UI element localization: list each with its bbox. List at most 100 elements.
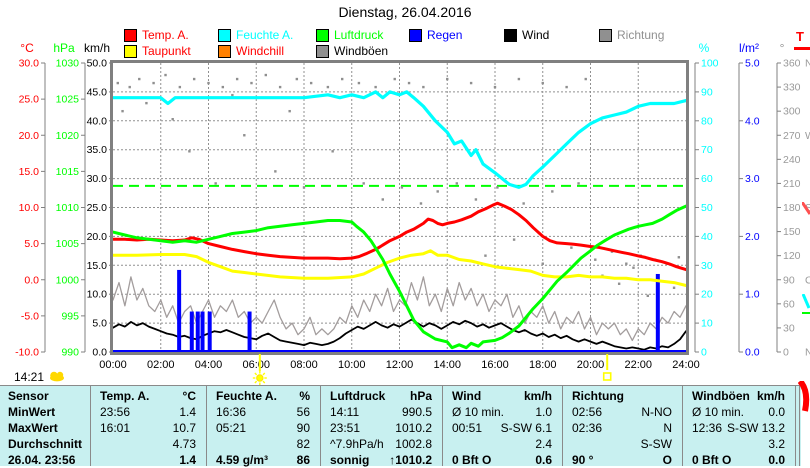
table-header-unit: km/h	[756, 389, 785, 403]
table-cell-value: ↑1010.2	[389, 453, 432, 467]
tick-label: 270	[783, 130, 801, 142]
tick-label: 5.0	[24, 238, 39, 250]
table-cell-time: 0 Bft O	[452, 453, 492, 467]
weather-chart-canvas: 30.025.020.015.010.05.00.0-5.0-10.010301…	[14, 41, 810, 385]
table-cell-time: sonnig	[330, 453, 370, 467]
windboeen-line	[112, 276, 687, 342]
table-cell-value: 990.5	[401, 405, 432, 419]
tick-label: 30.0	[19, 58, 40, 70]
axis-celsius: 30.0 25.0 20.0 15.0 10.0 5.0 0.0 -5.0 -10.0	[15, 58, 46, 359]
clipped-edge-fragment-red	[802, 202, 810, 215]
clipped-edge-fragment-cyan	[802, 294, 810, 314]
tick-label: 40	[701, 231, 713, 243]
legend-item-taupunkt: Taupunkt	[124, 44, 191, 58]
tick-label: 45.0	[87, 86, 108, 98]
tick-label: 30	[701, 260, 713, 272]
table-cell-time: 16:01	[100, 421, 131, 435]
time-label: 06:00	[242, 359, 270, 371]
tick-label: 4.0	[745, 115, 760, 127]
tick-label: 35.0	[87, 144, 108, 156]
legend-item-feuchte-a-: Feuchte A.	[218, 28, 293, 42]
tick-label: 10.0	[19, 202, 40, 214]
table-header-name: Feuchte A.	[216, 389, 277, 403]
tick-label: 15.0	[87, 260, 108, 272]
tick-label: 300	[783, 106, 801, 118]
table-cell-value: 0.0	[768, 453, 785, 467]
tick-label: 25.0	[19, 94, 40, 106]
table-cell-time: 16:36	[216, 405, 247, 419]
legend-label: Feuchte A.	[236, 28, 294, 42]
table-divider	[562, 386, 563, 466]
table-cell-value: 90	[296, 421, 310, 435]
time-label: 02:00	[147, 359, 175, 371]
time-label: 00:00	[99, 359, 127, 371]
tick-label: 0.0	[24, 274, 39, 286]
tick-label: 30	[783, 322, 795, 334]
legend-swatch	[316, 28, 329, 42]
table-cell-value: O	[662, 453, 672, 467]
legend-label: Luftdruck	[334, 28, 384, 42]
legend-swatch	[218, 44, 231, 58]
table-divider	[799, 386, 800, 466]
table-cell-time: 23:56	[100, 405, 131, 419]
time-label: 18:00	[529, 359, 557, 371]
table-divider	[682, 386, 683, 466]
axis-lm2: 5.0 4.0 3.0 2.0 1.0 0.0	[738, 58, 760, 359]
legend-label: Windböen	[334, 44, 389, 58]
table-cell-time: 05:21	[216, 421, 247, 435]
legend-swatch	[599, 28, 612, 42]
clipped-red-graphic	[798, 381, 810, 412]
temp-line	[111, 201, 688, 272]
tick-label: 0	[701, 347, 707, 359]
sun-cloud-icon	[50, 371, 64, 382]
table-cell-value: 1010.2	[395, 421, 432, 435]
tick-label: 100	[701, 58, 719, 70]
table-cell-time: 00:51	[452, 421, 483, 435]
table-header-name: Temp. A.	[100, 389, 150, 403]
time-label: 04:00	[195, 359, 223, 371]
tick-label: 20.0	[87, 231, 108, 243]
tick-suffix: O	[805, 274, 810, 286]
regen-bars	[177, 269, 660, 352]
table-header-name: Windböen	[692, 389, 750, 403]
table-cell-value: 1.4	[179, 405, 196, 419]
table-cell-time: ^7.9hPa/h	[330, 437, 384, 451]
tick-label: 210	[783, 178, 801, 190]
tick-suffix: W	[805, 130, 810, 142]
page-title: Dienstag, 26.04.2016	[338, 4, 472, 20]
table-header-unit: %	[299, 389, 310, 403]
tick-suffix: N	[805, 347, 810, 359]
table-cell-value: 3.2	[768, 437, 785, 451]
taupunkt-line	[111, 249, 688, 287]
legend-item-richtung: Richtung	[599, 28, 664, 42]
table-cell-time: 14:11	[330, 405, 360, 419]
table-cell-value: 0.6	[535, 453, 552, 467]
tick-label: 25.0	[87, 202, 108, 214]
tick-label: 1010	[56, 202, 80, 214]
tick-label: 50	[701, 202, 713, 214]
table-cell-value: 56	[296, 405, 310, 419]
tick-label: 10.0	[87, 289, 108, 301]
tick-label: 1005	[56, 238, 80, 250]
table-cell-value: 1.0	[535, 405, 552, 419]
table-cell-value: 2.4	[535, 437, 552, 451]
table-cell-time: 12:36	[692, 421, 723, 435]
tick-label: 995	[61, 310, 79, 322]
legend-swatch	[218, 28, 231, 42]
legend-label: Wind	[522, 28, 550, 42]
time-label: 12:00	[386, 359, 414, 371]
tick-label: 5.0	[745, 58, 760, 70]
table-cell-value: 10.7	[172, 421, 196, 435]
legend-swatch	[124, 28, 137, 42]
table-divider	[206, 386, 207, 466]
clipped-label-t: T	[796, 29, 804, 44]
luftdruck-line	[111, 204, 688, 350]
tick-label: 1030	[56, 58, 80, 70]
table-cell-value: N-NO	[641, 405, 672, 419]
table-cell-value: S-SW	[640, 437, 672, 451]
legend-item-luftdruck: Luftdruck	[316, 28, 383, 42]
legend-label: Taupunkt	[142, 44, 191, 58]
legend-swatch	[504, 28, 517, 42]
legend-item-windb-en: Windböen	[316, 44, 388, 58]
tick-label: 1000	[56, 274, 80, 286]
